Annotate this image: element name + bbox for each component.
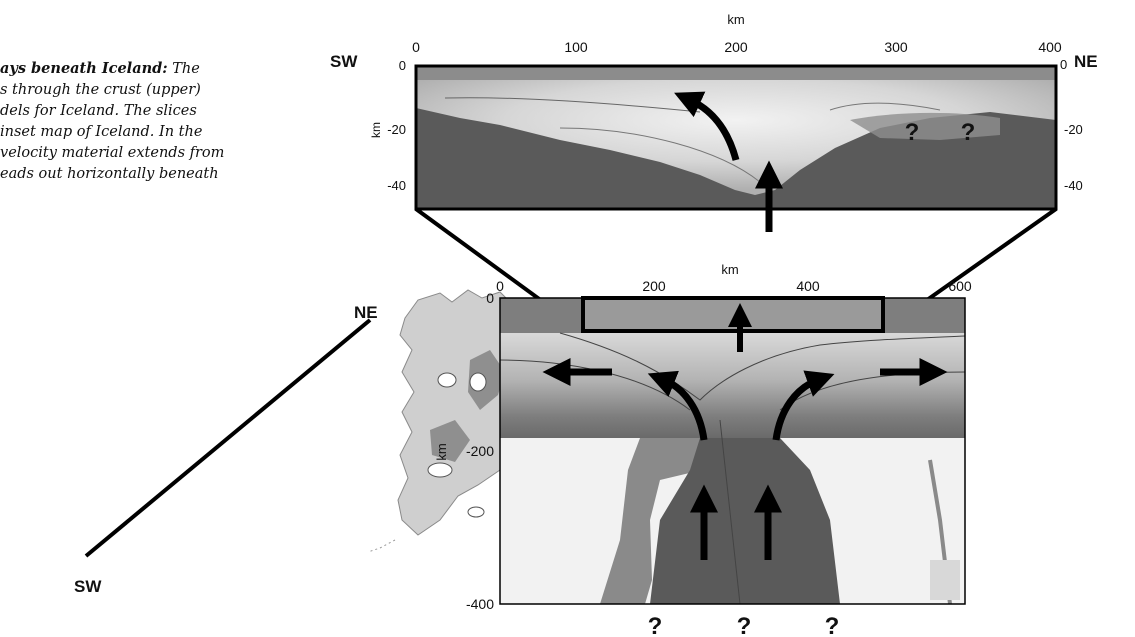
upper-left-label: SW xyxy=(330,52,358,71)
upper-right-label: NE xyxy=(1074,52,1098,71)
upper-y-ticks: 0 -20 -40 -20 -40 xyxy=(387,58,1083,193)
iceland-inset-map xyxy=(84,289,566,558)
upper-unit-label: km xyxy=(727,12,744,27)
lower-x-tick: 600 xyxy=(948,278,972,294)
lower-x-tick: 400 xyxy=(796,278,820,294)
profile-line xyxy=(84,318,372,558)
curved-arrow-right xyxy=(772,370,835,441)
upper-question-mark: ? xyxy=(905,119,920,146)
lower-x-tick: 200 xyxy=(642,278,666,294)
lower-y-axis-label: km xyxy=(434,443,449,460)
map-ne-label: NE xyxy=(354,303,378,322)
upper-x-tick: 0 xyxy=(412,39,420,55)
lower-x-ticks: 0 200 400 600 xyxy=(496,278,972,294)
lower-y-tick: 0 xyxy=(486,290,494,306)
map-sw-label: SW xyxy=(74,577,102,596)
lower-unit-label: km xyxy=(721,262,738,277)
upper-x-tick: 200 xyxy=(724,39,748,55)
figure-caption: ays beneath Iceland: The s through the c… xyxy=(0,58,300,185)
upper-x-tick: 100 xyxy=(564,39,588,55)
zoom-box xyxy=(581,296,885,333)
upper-crust-section xyxy=(414,64,1058,211)
upper-right-zero: 0 xyxy=(1060,57,1067,72)
lower-arrows xyxy=(542,303,948,560)
caption-line: ays beneath Iceland: The xyxy=(0,60,200,77)
curved-arrow-left xyxy=(647,370,708,441)
upper-x-ticks: 0 100 200 300 400 xyxy=(412,39,1062,55)
caption-line: inset map of Iceland. In the xyxy=(0,124,203,140)
caption-line: eads out horizontally beneath xyxy=(0,166,219,182)
upper-y-tick: 0 xyxy=(399,58,406,73)
upper-arrows xyxy=(674,91,783,232)
lower-question-mark: ? xyxy=(737,613,752,637)
upper-x-tick: 300 xyxy=(884,39,908,55)
lower-mantle-section xyxy=(499,296,966,605)
caption-line: s through the crust (upper) xyxy=(0,82,201,98)
upper-question-mark: ? xyxy=(961,119,976,146)
lower-question-mark: ? xyxy=(825,613,840,637)
caption-line: dels for Iceland. The slices xyxy=(0,103,197,119)
upper-right-tick: -40 xyxy=(1064,178,1083,193)
upper-y-tick: -40 xyxy=(387,178,406,193)
upper-x-tick: 400 xyxy=(1038,39,1062,55)
lower-y-tick: -400 xyxy=(466,596,494,612)
upper-y-tick: -20 xyxy=(387,122,406,137)
lower-x-tick: 0 xyxy=(496,278,504,294)
lower-question-mark: ? xyxy=(648,613,663,637)
lower-y-tick: -200 xyxy=(466,443,494,459)
curved-arrow-up-left xyxy=(674,91,740,161)
upper-right-tick: -20 xyxy=(1064,122,1083,137)
caption-line: velocity material extends from xyxy=(0,145,225,161)
lower-y-ticks: 0 -200 -400 xyxy=(466,290,494,612)
upper-y-axis-label: km xyxy=(369,122,383,138)
